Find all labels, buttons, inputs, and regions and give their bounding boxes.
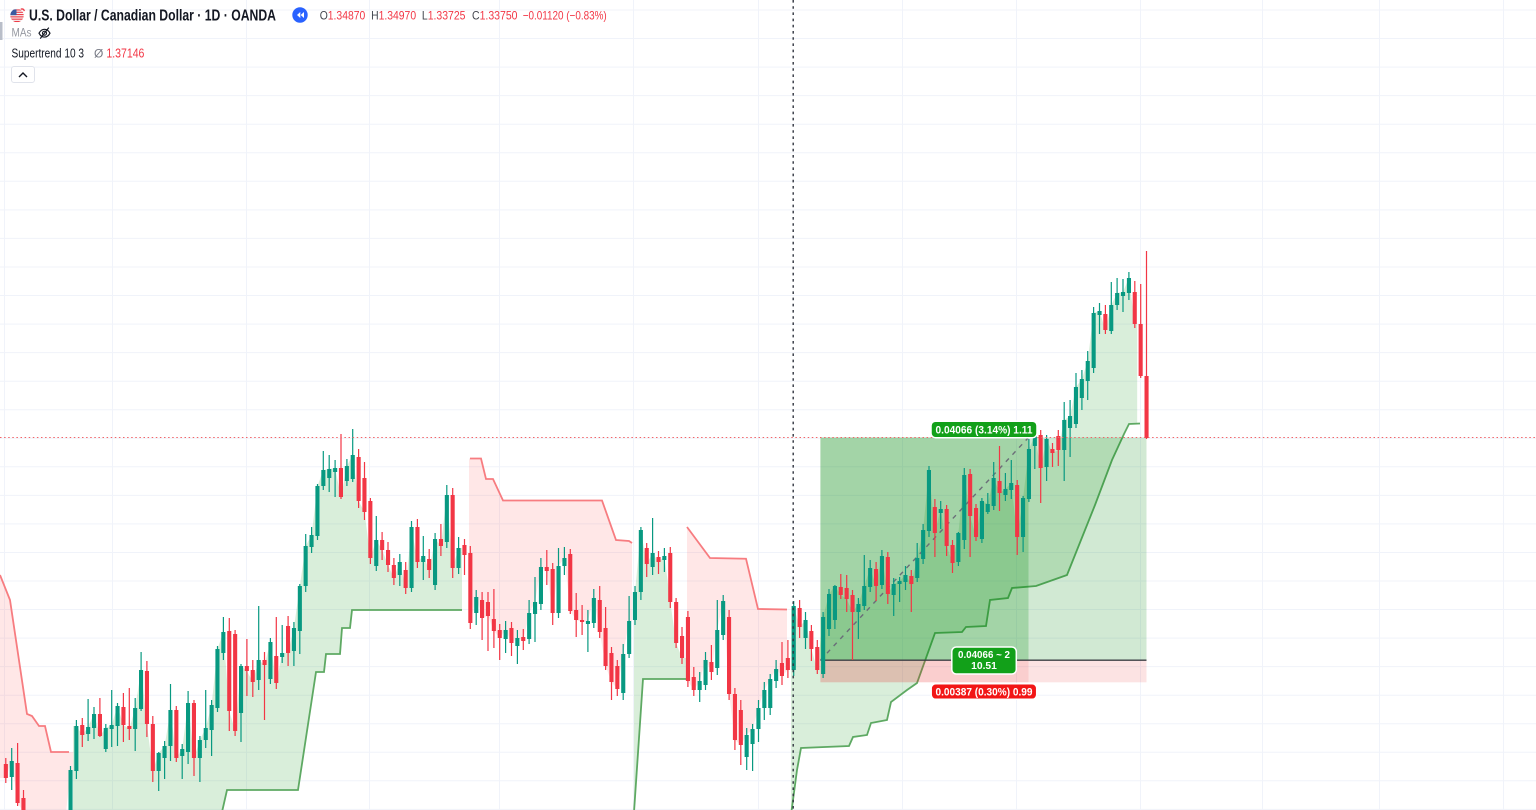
svg-text:Ø: Ø [94, 47, 103, 61]
svg-text:U.S. Dollar / Canadian Dollar: U.S. Dollar / Canadian Dollar · 1D · OAN… [29, 8, 276, 25]
svg-text:H1.34970: H1.34970 [371, 9, 416, 23]
svg-text:C1.33750: C1.33750 [472, 9, 518, 23]
svg-text:Supertrend 10 3: Supertrend 10 3 [12, 47, 85, 61]
svg-text:O1.34870: O1.34870 [320, 9, 366, 23]
svg-text:0.00387 (0.30%) 0.99: 0.00387 (0.30%) 0.99 [936, 687, 1033, 699]
svg-text:10.51: 10.51 [971, 661, 997, 672]
svg-text:L1.33725: L1.33725 [422, 9, 466, 23]
svg-text:−0.01120 (−0.83%): −0.01120 (−0.83%) [523, 9, 607, 23]
svg-text:MAs: MAs [12, 26, 32, 40]
svg-text:1.37146: 1.37146 [106, 47, 144, 61]
svg-text:0.04066 (3.14%) 1.11: 0.04066 (3.14%) 1.11 [936, 425, 1033, 437]
svg-text:0.04066 ~ 2: 0.04066 ~ 2 [958, 650, 1010, 661]
